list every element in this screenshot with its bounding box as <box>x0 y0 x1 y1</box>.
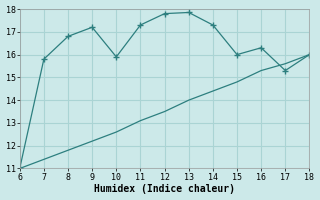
X-axis label: Humidex (Indice chaleur): Humidex (Indice chaleur) <box>94 184 235 194</box>
